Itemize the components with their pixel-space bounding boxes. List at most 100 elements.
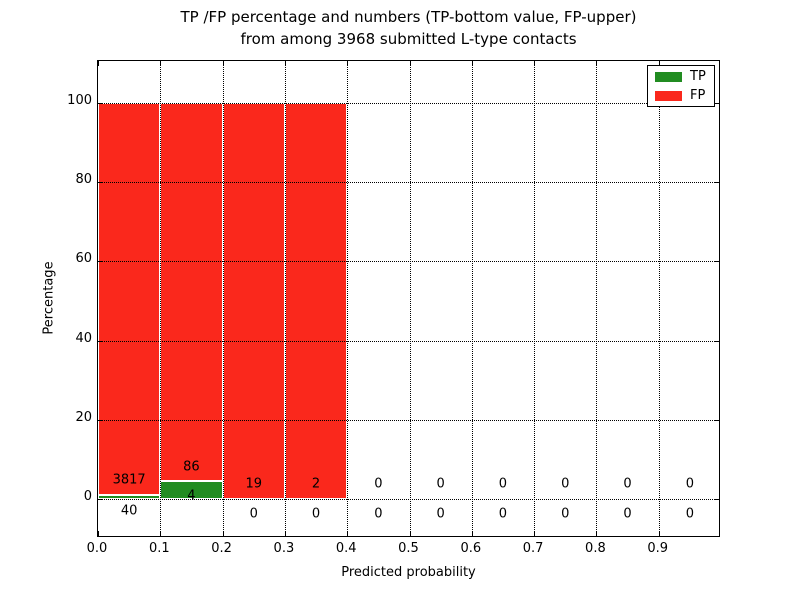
y-tick-label: 40 bbox=[75, 330, 92, 346]
fp-legend-swatch-icon bbox=[655, 90, 682, 101]
tick-mark bbox=[714, 261, 719, 263]
legend: TP FP bbox=[647, 65, 715, 107]
tick-mark bbox=[284, 531, 286, 536]
tp-count-label: 0 bbox=[561, 506, 570, 522]
tick-mark bbox=[98, 103, 103, 104]
fp-count-label: 19 bbox=[245, 476, 263, 492]
tick-mark bbox=[347, 61, 349, 66]
fp-count-label: 2 bbox=[311, 476, 321, 492]
bar-tp-bin-0 bbox=[98, 494, 161, 499]
legend-item-fp: FP bbox=[655, 88, 707, 103]
y-tick-label: 60 bbox=[75, 251, 92, 267]
tick-mark bbox=[719, 531, 720, 536]
tick-mark bbox=[658, 61, 660, 66]
x-tick-label: 0.0 bbox=[86, 541, 108, 556]
fp-count-label: 0 bbox=[623, 476, 632, 492]
fp-count-label: 3817 bbox=[112, 472, 146, 488]
tp-count-label: 40 bbox=[120, 503, 138, 519]
gridline-vertical bbox=[534, 61, 536, 536]
tick-mark bbox=[98, 419, 103, 421]
x-tick-label: 0.7 bbox=[522, 541, 544, 556]
tick-mark bbox=[596, 531, 598, 536]
y-tick-label: 0 bbox=[83, 489, 92, 504]
tp-count-label: 0 bbox=[498, 506, 508, 522]
tick-mark bbox=[222, 61, 224, 66]
x-tick-label: 0.5 bbox=[398, 541, 419, 556]
y-tick-label: 100 bbox=[67, 93, 92, 108]
tick-mark bbox=[658, 531, 660, 536]
x-tick-label: 0.2 bbox=[211, 541, 232, 556]
tick-mark bbox=[98, 61, 99, 66]
gridline-vertical bbox=[160, 61, 162, 536]
tick-mark bbox=[347, 531, 349, 536]
tp-count-label: 0 bbox=[623, 506, 632, 522]
legend-label-fp: FP bbox=[690, 88, 706, 103]
tick-mark bbox=[98, 182, 103, 184]
tick-mark bbox=[471, 531, 473, 536]
tp-count-label: 0 bbox=[436, 506, 445, 522]
gridline-vertical bbox=[284, 61, 286, 536]
tick-mark bbox=[719, 61, 720, 66]
fp-count-label: 86 bbox=[183, 459, 200, 475]
legend-item-tp: TP bbox=[655, 69, 707, 84]
chart-title-line2: from among 3968 submitted L-type contact… bbox=[240, 30, 577, 48]
x-tick-label: 0.9 bbox=[647, 541, 669, 556]
tick-mark bbox=[409, 531, 411, 536]
tp-count-label: 0 bbox=[249, 506, 258, 522]
gridline-vertical bbox=[658, 61, 660, 536]
bar-fp-bin-3 bbox=[284, 103, 348, 499]
gridline-vertical bbox=[409, 61, 411, 536]
y-tick-label: 80 bbox=[75, 172, 92, 188]
x-tick-label: 0.1 bbox=[148, 541, 170, 556]
y-axis-label: Percentage bbox=[41, 261, 57, 335]
y-tick-label: 20 bbox=[75, 409, 92, 425]
legend-label-tp: TP bbox=[690, 69, 706, 84]
gridline-horizontal bbox=[98, 103, 719, 104]
bar-fp-bin-1 bbox=[160, 103, 223, 482]
tick-mark bbox=[222, 531, 224, 536]
tick-mark bbox=[714, 182, 719, 184]
x-axis-label: Predicted probability bbox=[341, 565, 476, 580]
tick-mark bbox=[409, 61, 411, 66]
x-tick-label: 0.3 bbox=[273, 541, 295, 556]
tick-mark bbox=[714, 340, 719, 342]
tick-mark bbox=[98, 340, 103, 342]
x-tick-label: 0.8 bbox=[585, 541, 606, 556]
tick-mark bbox=[714, 103, 719, 104]
fp-count-label: 0 bbox=[498, 476, 508, 492]
gridline-vertical bbox=[222, 61, 224, 536]
bar-fp-bin-2 bbox=[222, 103, 285, 499]
tick-mark bbox=[596, 61, 598, 66]
gridline-horizontal bbox=[98, 340, 719, 342]
gridline-horizontal bbox=[98, 182, 719, 184]
tp-count-label: 4 bbox=[187, 488, 196, 504]
tick-mark bbox=[284, 61, 286, 66]
tick-mark bbox=[714, 419, 719, 421]
gridline-horizontal bbox=[98, 261, 719, 263]
bar-fp-bin-0 bbox=[98, 103, 161, 495]
gridline-horizontal bbox=[98, 419, 719, 421]
tick-mark bbox=[160, 61, 162, 66]
tick-mark bbox=[98, 261, 103, 263]
fp-count-label: 0 bbox=[561, 476, 570, 492]
tick-mark bbox=[714, 499, 719, 500]
tp-legend-swatch-icon bbox=[655, 71, 682, 82]
tick-mark bbox=[471, 61, 473, 66]
fp-count-label: 0 bbox=[436, 476, 445, 492]
tick-mark bbox=[534, 61, 536, 66]
x-tick-label: 0.4 bbox=[335, 541, 357, 556]
fp-count-label: 0 bbox=[685, 476, 694, 492]
chart-title-line1: TP /FP percentage and numbers (TP-bottom… bbox=[180, 8, 637, 26]
x-tick-label: 0.6 bbox=[460, 541, 482, 556]
chart-title: TP /FP percentage and numbers (TP-bottom… bbox=[97, 6, 720, 50]
tp-count-label: 0 bbox=[374, 506, 383, 522]
gridline-horizontal bbox=[98, 499, 719, 500]
tick-mark bbox=[160, 531, 162, 536]
tick-mark bbox=[98, 499, 103, 500]
gridline-vertical bbox=[471, 61, 473, 536]
gridline-vertical bbox=[596, 61, 598, 536]
fp-count-label: 0 bbox=[374, 476, 383, 492]
gridline-vertical bbox=[347, 61, 349, 536]
tp-count-label: 0 bbox=[685, 506, 694, 522]
